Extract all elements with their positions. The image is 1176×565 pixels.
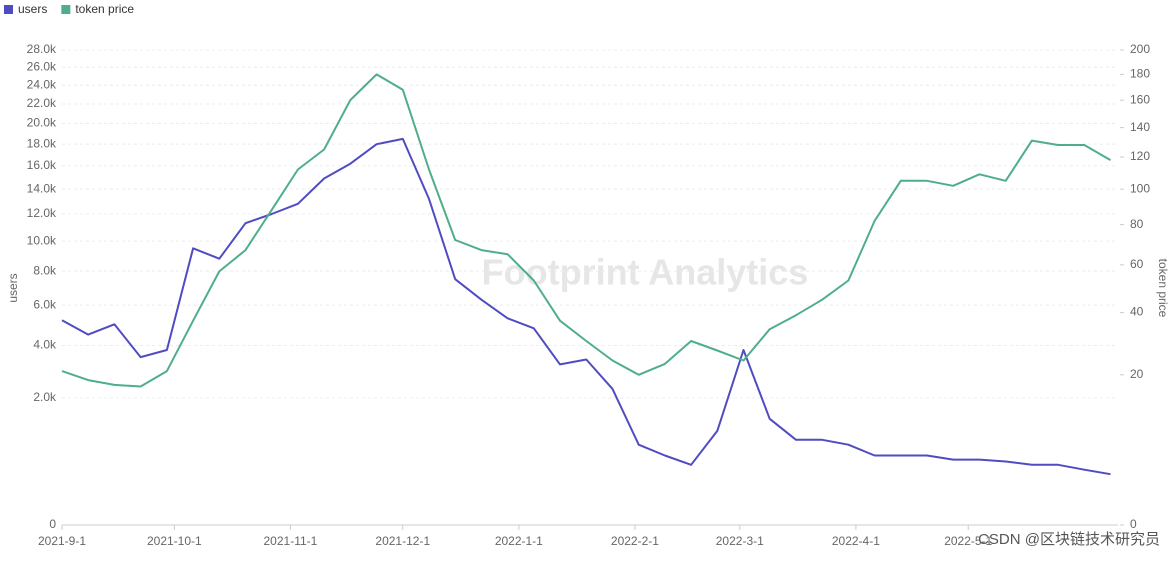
legend-label: users [18,2,47,16]
y-tick-label: 2.0k [33,390,57,404]
y2-tick-label: 0 [1130,517,1137,531]
line-series [61,137,1111,476]
x-tick-label: 2021-10-1 [147,534,202,548]
y-tick-label: 0 [49,517,56,531]
legend-swatch [61,5,71,14]
x-tick-label: 2021-12-1 [375,534,430,548]
y-tick-label: 4.0k [33,338,57,352]
y-tick-label: 20.0k [27,116,57,130]
legend-label: token price [75,2,134,16]
y-tick-label: 24.0k [27,77,57,91]
y2-tick-label: 100 [1130,181,1150,195]
y2-tick-label: 180 [1130,67,1150,81]
y-axis-label: users [6,273,20,302]
y2-tick-label: 20 [1130,367,1144,381]
y2-axis-label: token price [1156,259,1170,318]
y-tick-label: 6.0k [33,297,57,311]
x-tick-label: 2021-9-1 [38,534,86,548]
y2-tick-label: 140 [1130,120,1150,134]
y2-tick-label: 80 [1130,217,1144,231]
y2-tick-label: 40 [1130,305,1144,319]
y-tick-label: 18.0k [27,136,57,150]
x-tick-label: 2022-4-1 [832,534,880,548]
x-tick-label: 2022-5-1 [944,534,992,548]
y-tick-label: 26.0k [27,59,57,73]
watermark: Footprint Analytics [482,252,809,293]
y-tick-label: 10.0k [27,233,57,247]
y2-tick-label: 60 [1130,257,1144,271]
x-tick-label: 2021-11-1 [264,534,318,548]
y-tick-label: 22.0k [27,96,57,110]
legend-swatch [4,5,13,14]
y-tick-label: 14.0k [27,181,57,195]
y-tick-label: 16.0k [27,158,57,172]
x-tick-label: 2022-1-1 [495,534,543,548]
x-tick-label: 2022-2-1 [611,534,659,548]
y-tick-label: 12.0k [27,206,57,220]
y2-tick-label: 160 [1130,92,1150,106]
x-tick-label: 2022-3-1 [716,534,764,548]
y2-tick-label: 120 [1130,149,1150,163]
credit: CSDN @区块链技术研究员 [978,531,1160,548]
y2-tick-label: 200 [1130,42,1150,56]
line-series [61,73,1111,388]
y-tick-label: 28.0k [27,42,57,56]
y-tick-label: 8.0k [33,263,57,277]
